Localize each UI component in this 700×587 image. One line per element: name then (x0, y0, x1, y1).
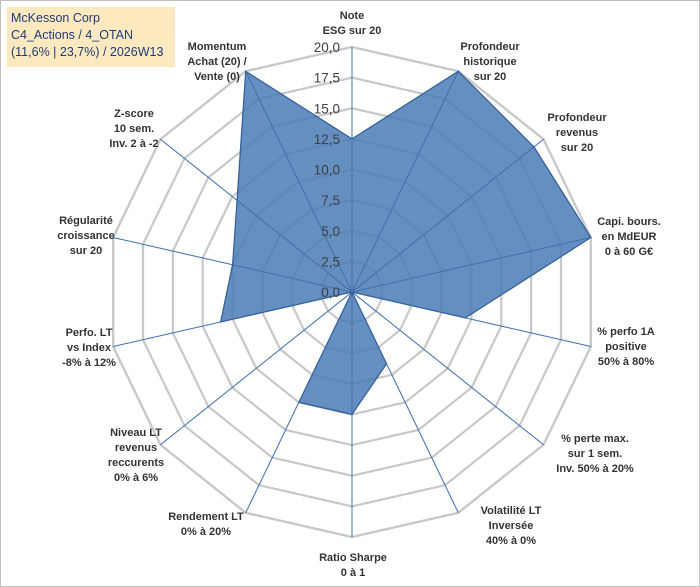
axis-label: Rendement LT 0% à 20% (168, 511, 244, 538)
portfolio-label: C4_Actions / 4_OTAN (11, 28, 134, 42)
radar-spoke-overlay (245, 291, 353, 513)
tick-label: 7,5 (321, 193, 340, 208)
period-label: (11,6% | 23,7%) / 2026W13 (11, 45, 164, 59)
radar-series (113, 47, 592, 537)
radar-spoke-overlay (351, 291, 544, 446)
company-name: McKesson Corp (11, 11, 100, 25)
radar-spoke-overlay (351, 138, 544, 293)
axis-label: Niveau LT revenus reccurents 0% à 6% (108, 427, 164, 484)
tick-label: 5,0 (321, 224, 340, 239)
radar-spoke-overlay (351, 291, 459, 513)
info-box: McKesson Corp C4_Actions / 4_OTAN (11,6%… (7, 7, 175, 67)
radar-spoke-overlay (245, 71, 353, 293)
tick-label: 10,0 (314, 163, 340, 178)
axis-label: Ratio Sharpe 0 à 1 (319, 552, 387, 579)
tick-label: 17,5 (314, 71, 340, 86)
tick-label: 0,0 (321, 285, 340, 300)
radar-spoke-overlay (351, 71, 459, 293)
radar-spoke-overlay (351, 291, 591, 347)
radar-tick-labels: 0,0 2,5 5,0 7,5 10,0 12,5 15,0 17,5 20,0 (314, 40, 340, 300)
axis-label: Z-score 10 sem. Inv. 2 à -2 (109, 108, 158, 150)
axis-label: % perfo 1A positive 50% à 80% (597, 326, 655, 368)
radar-spoke-overlay (113, 237, 353, 293)
tick-label: 15,0 (314, 101, 340, 116)
axis-label: Perfo. LT vs Index -8% à 12% (62, 327, 116, 369)
radar-axis-labels: Note ESG sur 20 Profondeur historique sur 20… (57, 10, 661, 579)
radar-spoke-overlay (351, 237, 591, 293)
tick-label: 2,5 (321, 254, 340, 269)
radar-spoke-overlay (160, 291, 353, 446)
axis-label: Capi. bours. en MdEUR 0 à 60 G€ (597, 216, 661, 258)
axis-label: Régularité croissance sur 20 (57, 215, 114, 257)
tick-label: 12,5 (314, 132, 340, 147)
axis-label: Volatilité LT Inversée 40% à 0% (481, 505, 542, 547)
axis-label: Note ESG sur 20 (323, 10, 382, 37)
radar-spoke-overlay (113, 291, 353, 347)
axis-label: % perte max. sur 1 sem. Inv. 50% à 20% (556, 433, 634, 475)
axis-label: Momentum Achat (20) / Vente (0) (187, 41, 246, 83)
axis-label: Profondeur revenus sur 20 (547, 112, 607, 154)
radar-spoke-overlay (160, 138, 353, 293)
axis-label: Profondeur historique sur 20 (460, 41, 520, 83)
tick-label: 20,0 (314, 40, 340, 55)
